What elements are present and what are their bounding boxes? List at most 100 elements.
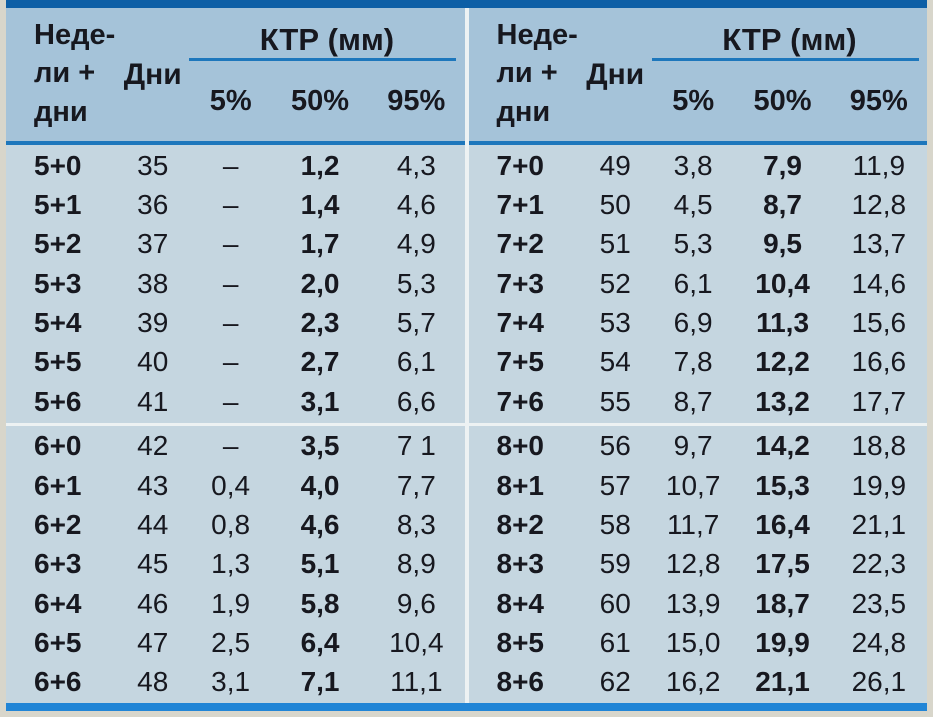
- cell-days: 35: [137, 149, 169, 181]
- cell-5th-percentile: 13,9: [665, 587, 721, 619]
- cell-50th-percentile: 2,0: [300, 267, 340, 299]
- table-body-left: 5+0 35 – 1,2 4,3 5+1 36 – 1,4 4,6 5+2 37 – 1,7 4,9 5+3 3…: [6, 145, 465, 703]
- cell-weeks-days: 7+3: [496, 267, 545, 299]
- cell-days: 39: [137, 307, 169, 339]
- cell-days: 44: [137, 508, 169, 540]
- cell-days: 45: [137, 548, 169, 580]
- cell-weeks-days: 6+4: [34, 587, 82, 619]
- cell-weeks-days: 8+1: [496, 469, 545, 501]
- row-group-separator: [6, 422, 465, 426]
- cell-weeks-days: 5+2: [34, 228, 82, 260]
- cell-95th-percentile: 6,6: [396, 385, 436, 417]
- cell-50th-percentile: 19,9: [755, 626, 810, 658]
- cell-50th-percentile: 7,9: [763, 149, 803, 181]
- cell-95th-percentile: 6,1: [396, 346, 436, 378]
- cell-95th-percentile: 17,7: [851, 385, 907, 417]
- cell-95th-percentile: 4,3: [396, 149, 436, 181]
- row-group: 8+0 56 9,7 14,2 18,8 8+1 57 10,7 15,3 19,9 8+2 58 11…: [469, 426, 928, 704]
- cell-95th-percentile: 4,6: [396, 189, 436, 221]
- cell-days: 41: [137, 385, 169, 417]
- table-row: 6+4 46 1,9 5,8 9,6: [6, 585, 465, 622]
- cell-50th-percentile: 18,7: [755, 587, 810, 619]
- cell-5th-percentile: 0,8: [211, 508, 251, 540]
- table-row: 6+3 45 1,3 5,1 8,9: [6, 546, 465, 583]
- cell-95th-percentile: 13,7: [851, 228, 907, 260]
- column-header-50th-percentile: 50%: [753, 84, 812, 117]
- cell-50th-percentile: 13,2: [755, 385, 810, 417]
- table-row: 6+2 44 0,8 4,6 8,3: [6, 506, 465, 543]
- column-header-95th-percentile: 95%: [849, 84, 908, 117]
- cell-5th-percentile: –: [222, 189, 239, 221]
- cell-days: 59: [599, 548, 631, 580]
- cell-days: 42: [137, 430, 169, 462]
- column-header-5th-percentile: 5%: [209, 84, 252, 117]
- cell-days: 62: [599, 666, 631, 698]
- table-row: 8+6 62 16,2 21,1 26,1: [469, 664, 928, 701]
- column-header-95th-percentile: 95%: [387, 84, 446, 117]
- cell-weeks-days: 5+5: [34, 346, 82, 378]
- cell-5th-percentile: 6,1: [673, 267, 713, 299]
- cell-weeks-days: 8+6: [496, 666, 545, 698]
- cell-weeks-days: 5+4: [34, 307, 82, 339]
- cell-days: 53: [599, 307, 631, 339]
- table-row: 6+1 43 0,4 4,0 7,7: [6, 467, 465, 504]
- column-header-5th-percentile: 5%: [672, 84, 715, 117]
- cell-5th-percentile: 1,3: [211, 548, 251, 580]
- cell-50th-percentile: 8,7: [763, 189, 803, 221]
- row-group: 5+0 35 – 1,2 4,3 5+1 36 – 1,4 4,6 5+2 37 – 1,7 4,9 5+3 3…: [6, 145, 465, 423]
- cell-5th-percentile: –: [222, 267, 239, 299]
- cell-50th-percentile: 17,5: [755, 548, 810, 580]
- cell-days: 50: [599, 189, 631, 221]
- cell-weeks-days: 6+1: [34, 469, 82, 501]
- table-header: Неде- ли + дни Дни КТР (мм) 5% 50% 95%: [6, 8, 465, 141]
- column-header-days: Дни: [123, 57, 182, 91]
- cell-95th-percentile: 21,1: [851, 508, 907, 540]
- cell-5th-percentile: 3,1: [211, 666, 251, 698]
- cell-50th-percentile: 2,7: [300, 346, 340, 378]
- row-group: 6+0 42 – 3,5 7 1 6+1 43 0,4 4,0 7,7 6+2 44 0,8 4,6 8,3…: [6, 426, 465, 704]
- cell-weeks-days: 6+0: [34, 430, 82, 462]
- table-row: 8+2 58 11,7 16,4 21,1: [469, 506, 928, 543]
- cell-days: 51: [599, 228, 631, 260]
- column-header-days: Дни: [586, 57, 645, 91]
- table-row: 5+3 38 – 2,0 5,3: [6, 265, 465, 302]
- cell-5th-percentile: 6,9: [673, 307, 713, 339]
- cell-5th-percentile: –: [222, 307, 239, 339]
- cell-5th-percentile: 1,9: [211, 587, 251, 619]
- cell-5th-percentile: –: [222, 346, 239, 378]
- cell-5th-percentile: 3,8: [673, 149, 713, 181]
- cell-weeks-days: 6+3: [34, 548, 82, 580]
- cell-95th-percentile: 14,6: [851, 267, 907, 299]
- cell-5th-percentile: –: [222, 228, 239, 260]
- table-row: 6+5 47 2,5 6,4 10,4: [6, 624, 465, 661]
- cell-5th-percentile: 11,7: [666, 508, 720, 540]
- cell-50th-percentile: 1,4: [300, 189, 340, 221]
- cell-weeks-days: 6+6: [34, 666, 82, 698]
- table-half-right: Неде- ли + дни Дни КТР (мм) 5% 50% 95% 7…: [468, 8, 928, 704]
- cell-weeks-days: 5+3: [34, 267, 82, 299]
- cell-weeks-days: 8+4: [496, 587, 545, 619]
- cell-weeks-days: 6+2: [34, 508, 82, 540]
- cell-days: 54: [599, 346, 631, 378]
- table-row: 8+3 59 12,8 17,5 22,3: [469, 546, 928, 583]
- table-row: 5+6 41 – 3,1 6,6: [6, 383, 465, 420]
- cell-days: 60: [599, 587, 631, 619]
- cell-weeks-days: 7+1: [496, 189, 545, 221]
- cell-5th-percentile: 7,8: [673, 346, 713, 378]
- cell-95th-percentile: 23,5: [851, 587, 907, 619]
- cell-days: 40: [137, 346, 169, 378]
- cell-95th-percentile: 19,9: [851, 469, 907, 501]
- table-row: 7+4 53 6,9 11,3 15,6: [469, 305, 928, 342]
- table-row: 8+0 56 9,7 14,2 18,8: [469, 428, 928, 465]
- cell-50th-percentile: 2,3: [300, 307, 340, 339]
- cell-weeks-days: 7+5: [496, 346, 545, 378]
- cell-95th-percentile: 11,9: [852, 149, 906, 181]
- cell-95th-percentile: 16,6: [851, 346, 907, 378]
- cell-weeks-days: 8+3: [496, 548, 545, 580]
- cell-50th-percentile: 1,2: [300, 149, 340, 181]
- ktr-underline-rule: [189, 58, 457, 61]
- cell-95th-percentile: 22,3: [851, 548, 907, 580]
- cell-days: 43: [137, 469, 169, 501]
- cell-50th-percentile: 11,3: [756, 307, 810, 339]
- cell-95th-percentile: 26,1: [851, 666, 907, 698]
